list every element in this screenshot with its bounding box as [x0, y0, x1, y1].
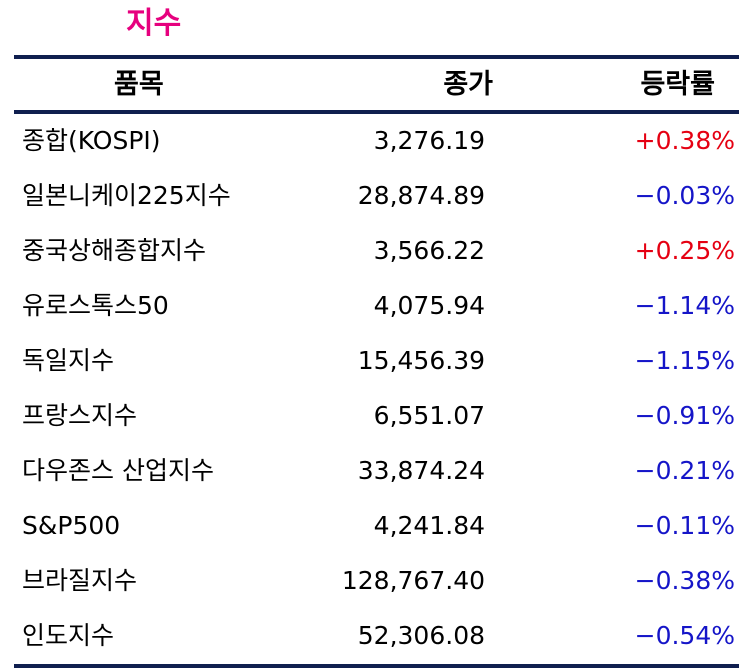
- index-name: 프랑스지수: [22, 401, 138, 430]
- index-price: 3,566.22: [373, 236, 485, 265]
- column-header-change: 등락률: [640, 69, 715, 100]
- section-title: 지수: [126, 6, 182, 41]
- column-header-price: 종가: [443, 69, 493, 100]
- index-price: 15,456.39: [357, 346, 485, 375]
- index-change: −0.21%: [634, 456, 735, 485]
- index-price: 4,241.84: [373, 511, 485, 540]
- table-row: 종합(KOSPI) 3,276.19 +0.38%: [14, 114, 739, 169]
- index-change: +0.25%: [634, 236, 735, 265]
- index-price: 3,276.19: [373, 126, 485, 155]
- table-row: 중국상해종합지수 3,566.22 +0.25%: [14, 224, 739, 279]
- index-name: 유로스톡스50: [22, 291, 169, 320]
- table-row: S&P500 4,241.84 −0.11%: [14, 499, 739, 554]
- index-change: −0.54%: [634, 621, 735, 650]
- index-price: 52,306.08: [357, 621, 485, 650]
- index-change: −0.91%: [634, 401, 735, 430]
- table-row: 브라질지수 128,767.40 −0.38%: [14, 554, 739, 609]
- index-name: 인도지수: [22, 621, 115, 650]
- table-header: 품목 종가 등락률: [14, 59, 739, 114]
- index-change: −0.11%: [634, 511, 735, 540]
- table-row: 다우존스 산업지수 33,874.24 −0.21%: [14, 444, 739, 499]
- index-name: 일본니케이225지수: [22, 181, 231, 210]
- index-price: 4,075.94: [373, 291, 485, 320]
- index-change: −0.38%: [634, 566, 735, 595]
- index-name: 브라질지수: [22, 566, 138, 595]
- table-row: 일본니케이225지수 28,874.89 −0.03%: [14, 169, 739, 224]
- index-name: 다우존스 산업지수: [22, 456, 214, 485]
- index-price: 28,874.89: [357, 181, 485, 210]
- index-price: 33,874.24: [357, 456, 485, 485]
- index-name: 종합(KOSPI): [22, 126, 161, 155]
- index-change: −1.14%: [634, 291, 735, 320]
- index-table: 품목 종가 등락률 종합(KOSPI) 3,276.19 +0.38% 일본니케…: [14, 55, 739, 668]
- index-name: 독일지수: [22, 346, 115, 375]
- table-row: 유로스톡스50 4,075.94 −1.14%: [14, 279, 739, 334]
- index-name: 중국상해종합지수: [22, 236, 207, 265]
- index-change: +0.38%: [634, 126, 735, 155]
- table-row: 인도지수 52,306.08 −0.54%: [14, 609, 739, 664]
- index-price: 128,767.40: [341, 566, 485, 595]
- index-name: S&P500: [22, 511, 121, 540]
- index-change: −1.15%: [634, 346, 735, 375]
- column-header-name: 품목: [114, 69, 164, 100]
- index-price: 6,551.07: [373, 401, 485, 430]
- table-row: 독일지수 15,456.39 −1.15%: [14, 334, 739, 389]
- index-change: −0.03%: [634, 181, 735, 210]
- table-row: 프랑스지수 6,551.07 −0.91%: [14, 389, 739, 444]
